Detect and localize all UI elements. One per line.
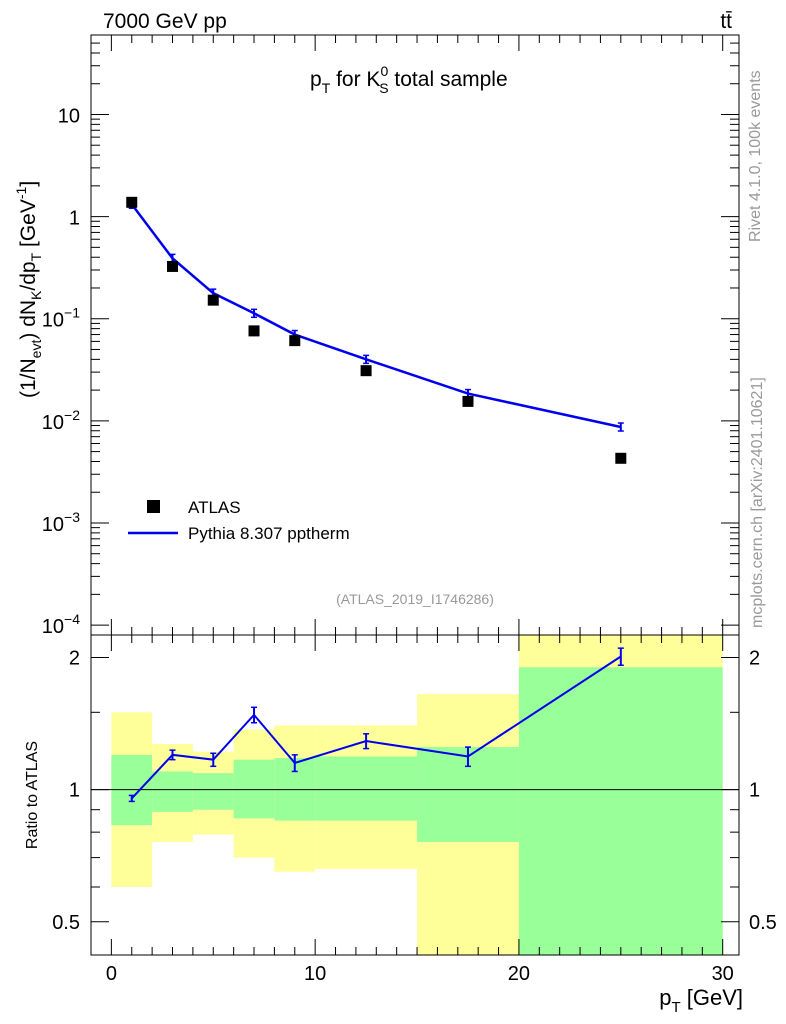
legend-atlas-marker [147, 500, 160, 513]
main-y-tick-label: 10 [58, 105, 80, 127]
stat-uncertainty-band [233, 759, 275, 819]
ratio-y-tick-label-left: 2 [69, 647, 80, 669]
x-tick-label: 30 [712, 963, 734, 985]
ratio-ticks: 0 10 20 30 0.5 0.5 1 1 2 2 [52, 635, 777, 985]
ratio-plot-area [91, 635, 739, 955]
x-axis-label: pT [GeV] [659, 985, 743, 1016]
x-tick-label: 10 [304, 963, 326, 985]
mcplots-label: mcplots.cern.ch [arXiv:2401.10621] [749, 377, 766, 628]
ratio-y-tick-label-left: 0.5 [52, 912, 80, 934]
atlas-data-point [167, 260, 179, 272]
analysis-tag: (ATLAS_2019_I1746286) [336, 591, 494, 607]
rivet-version-label: Rivet 4.1.0, 100k events [747, 70, 764, 242]
atlas-data-point [615, 452, 627, 464]
process-label: tt̄ [720, 10, 732, 33]
x-tick-label: 0 [106, 963, 117, 985]
energy-label: 7000 GeV pp [103, 10, 227, 33]
ratio-y-axis-label: Ratio to ATLAS [24, 741, 41, 849]
ratio-y-tick-label-right: 0.5 [749, 912, 777, 934]
main-y-tick-label: 10−2 [42, 407, 80, 434]
ratio-panel: 0 10 20 30 0.5 0.5 1 1 2 2 Ratio to ATLAS pT [GeV… [24, 634, 777, 1016]
main-x-ticks [110, 35, 724, 635]
ratio-y-tick-label-left: 1 [69, 780, 80, 802]
main-y-tick-label: 1 [69, 208, 80, 230]
main-frame [90, 34, 740, 636]
ratio-y-tick-label-right: 1 [749, 780, 760, 802]
ratio-y-tick-label-right: 2 [749, 647, 760, 669]
atlas-data-point [207, 294, 219, 306]
atlas-data-point [248, 325, 260, 337]
x-tick-label: 20 [508, 963, 530, 985]
main-y-axis-label: (1/Nevt) dNK/dpT [GeV-1] [13, 181, 44, 398]
atlas-data-point [360, 365, 372, 377]
main-y-tick-label: 10−1 [42, 305, 80, 332]
main-y-tick-label: 10−3 [42, 509, 80, 536]
stat-uncertainty-band [518, 667, 723, 955]
ratio-curve [131, 655, 622, 800]
legend-pythia-label: Pythia 8.307 pptherm [188, 524, 350, 543]
stat-uncertainty-band [192, 773, 234, 810]
main-panel: 10 1 10−1 10−2 10−3 10−4 pT for K0 S total sam… [13, 34, 740, 638]
pythia-curve [130, 203, 622, 429]
main-y-tick-label: 10−4 [42, 611, 80, 638]
atlas-data-point [126, 196, 138, 208]
legend: ATLAS Pythia 8.307 pptherm [128, 498, 350, 543]
ratio-frame [90, 634, 740, 956]
stat-uncertainty-band [152, 771, 193, 812]
main-y-ticks: 10 1 10−1 10−2 10−3 10−4 [42, 34, 739, 638]
atlas-data-point [289, 335, 301, 347]
stat-uncertainty-band [315, 756, 418, 821]
atlas-data-point [462, 395, 474, 407]
chart-title: pT for K0 S total sample [310, 63, 508, 96]
legend-atlas-label: ATLAS [188, 498, 241, 517]
main-plot-area [126, 196, 627, 464]
